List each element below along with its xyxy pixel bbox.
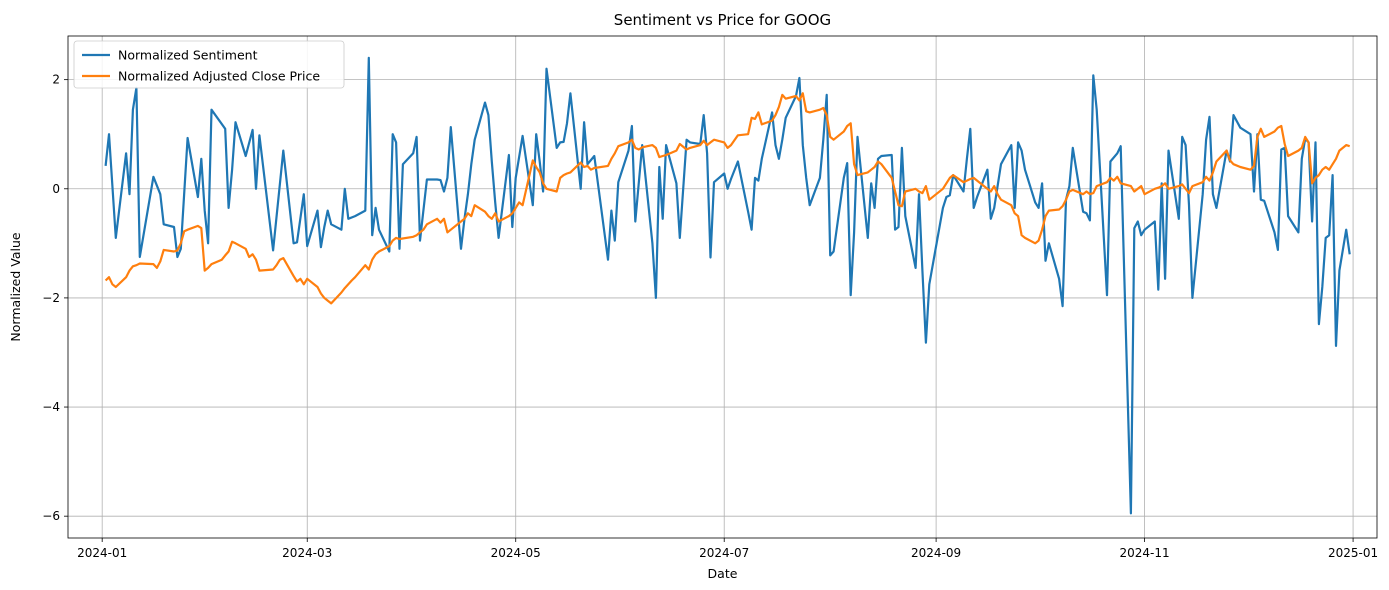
x-tick-label: 2024-07 [699,546,749,560]
y-tick-label: 0 [52,182,60,196]
series-line-price [104,92,1351,305]
y-tick-label: −4 [42,400,60,414]
x-axis-label: Date [708,566,738,581]
x-tick-label: 2024-11 [1120,546,1170,560]
x-tick-label: 2025-01 [1328,546,1378,560]
legend: Normalized Sentiment Normalized Adjusted … [73,40,345,89]
x-tick-label: 2024-03 [282,546,332,560]
y-axis-label: Normalized Value [8,232,23,341]
legend-label: Normalized Sentiment [118,48,258,63]
grid [68,36,1377,538]
x-tick-label: 2024-05 [491,546,541,560]
x-tick-label: 2024-01 [77,546,127,560]
y-tick-label: −6 [42,509,60,523]
legend-box [73,40,345,89]
chart-title: Sentiment vs Price for GOOG [614,11,831,29]
x-tick-label: 2024-09 [911,546,961,560]
axes: 2024-01 2024-03 2024-05 2024-07 2024-09 2024-… [42,35,1378,560]
series-lines [104,56,1351,515]
plot-frame [67,35,1378,539]
y-tick-label: −2 [42,291,60,305]
series-line-sentiment [104,56,1351,515]
y-tick-label: 2 [52,73,60,87]
legend-label: Normalized Adjusted Close Price [118,69,320,84]
